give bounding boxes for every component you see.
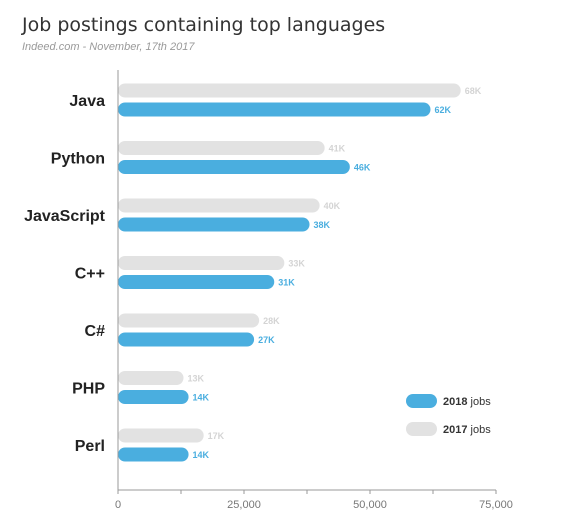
legend-swatch-2018 xyxy=(406,394,437,408)
value-label-2018-cpp: 31K xyxy=(278,278,295,288)
x-tick-label: 25,000 xyxy=(227,499,261,511)
value-label-2018-csharp: 27K xyxy=(258,335,275,345)
bar-2017-csharp xyxy=(118,313,260,328)
legend-label-2018: 2018 jobs xyxy=(443,396,491,408)
bar-2017-cpp xyxy=(118,256,285,270)
category-label-java: Java xyxy=(69,93,105,110)
bar-2017-php xyxy=(118,371,184,385)
value-label-2017-csharp: 28K xyxy=(263,316,280,326)
legend-label-2017: 2017 jobs xyxy=(443,424,491,436)
bars-group: Java 68K 62K Python 41K 46K JavaScript 40K 38K C+… xyxy=(24,83,482,462)
value-label-2017-javascript: 40K xyxy=(324,201,341,211)
category-label-python: Python xyxy=(51,151,105,168)
value-label-2017-perl: 17K xyxy=(208,431,225,441)
bar-2018-python xyxy=(118,160,350,174)
bar-2017-java xyxy=(118,83,461,98)
bar-2018-cpp xyxy=(118,275,275,289)
value-label-2017-php: 13K xyxy=(188,374,205,384)
bar-2018-javascript xyxy=(118,217,310,232)
x-axis: 0 25,000 50,000 75,000 xyxy=(115,70,513,511)
bar-2018-java xyxy=(118,102,431,117)
chart-legend: 2018 jobs 2017 jobs xyxy=(406,394,491,436)
value-label-2018-javascript: 38K xyxy=(314,220,331,230)
bar-2017-python xyxy=(118,141,325,155)
bar-2018-php xyxy=(118,390,189,404)
bar-2018-perl xyxy=(118,447,189,462)
category-label-csharp: C# xyxy=(85,323,106,340)
x-tick-label: 50,000 xyxy=(353,499,387,511)
chart-title: Job postings containing top languages xyxy=(22,14,386,36)
category-label-cpp: C++ xyxy=(75,266,105,283)
bar-2017-perl xyxy=(118,428,204,443)
x-tick-label: 0 xyxy=(115,499,121,511)
bar-2017-javascript xyxy=(118,198,320,213)
category-label-php: PHP xyxy=(72,381,105,398)
bar-2018-csharp xyxy=(118,332,255,347)
x-tick-label: 75,000 xyxy=(479,499,513,511)
category-label-javascript: JavaScript xyxy=(24,208,106,225)
value-label-2018-perl: 14K xyxy=(193,450,210,460)
value-label-2018-java: 62K xyxy=(434,105,451,115)
value-label-2017-java: 68K xyxy=(465,86,482,96)
value-label-2017-python: 41K xyxy=(329,144,346,154)
value-label-2017-cpp: 33K xyxy=(288,259,305,269)
value-label-2018-php: 14K xyxy=(193,393,210,403)
chart-subtitle: Indeed.com - November, 17th 2017 xyxy=(22,41,195,53)
category-label-perl: Perl xyxy=(75,438,105,455)
value-label-2018-python: 46K xyxy=(354,163,371,173)
legend-swatch-2017 xyxy=(406,422,437,436)
